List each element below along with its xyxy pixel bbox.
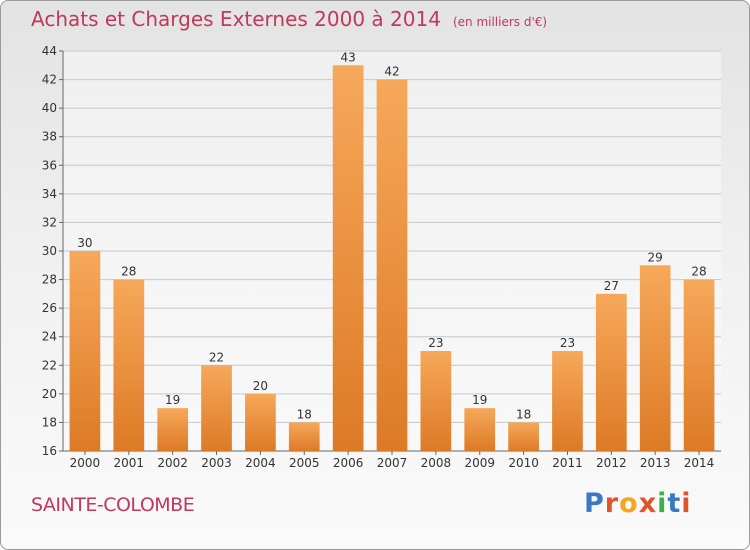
bar	[157, 408, 189, 451]
bar	[201, 365, 232, 451]
bar	[245, 393, 276, 451]
y-tick-label: 40	[42, 101, 57, 115]
x-tick-label: 2002	[157, 456, 188, 470]
bar	[288, 422, 320, 451]
y-tick-label: 32	[42, 215, 57, 229]
x-tick-label: 2013	[640, 456, 671, 470]
bar	[420, 351, 452, 451]
bar	[508, 422, 539, 451]
bar	[332, 65, 364, 452]
y-tick-label: 28	[42, 273, 57, 287]
x-tick-label: 2007	[377, 456, 408, 470]
x-tick-label: 2008	[421, 456, 452, 470]
y-tick-label: 22	[42, 358, 57, 372]
x-tick-label: 2001	[114, 456, 145, 470]
data-label: 23	[560, 336, 575, 350]
y-tick-label: 24	[42, 330, 57, 344]
proxiti-logo[interactable]: Proxiti	[584, 488, 692, 519]
logo-letter: i	[681, 488, 692, 519]
bar	[552, 351, 583, 451]
x-tick-label: 2012	[596, 456, 627, 470]
y-tick-label: 36	[42, 158, 57, 172]
bar	[69, 251, 101, 451]
y-tick-label: 18	[42, 415, 57, 429]
data-label: 18	[516, 407, 531, 421]
data-label: 28	[691, 265, 706, 279]
bar	[376, 79, 408, 452]
data-label: 22	[209, 350, 224, 364]
x-tick-label: 2003	[201, 456, 232, 470]
bar	[639, 265, 671, 451]
data-label: 19	[165, 393, 180, 407]
data-label: 29	[648, 250, 663, 264]
data-label: 20	[253, 379, 268, 393]
logo-letter: P	[584, 488, 605, 519]
y-tick-label: 20	[42, 387, 57, 401]
x-tick-label: 2006	[333, 456, 364, 470]
logo-letter: x	[638, 488, 658, 519]
y-tick-label: 44	[42, 44, 57, 58]
commune-name: SAINTE-COLOMBE	[31, 494, 195, 516]
data-label: 19	[472, 393, 487, 407]
data-label: 28	[121, 265, 136, 279]
y-tick-label: 38	[42, 130, 57, 144]
x-tick-label: 2014	[684, 456, 715, 470]
bar	[595, 293, 627, 451]
y-tick-label: 42	[42, 73, 57, 87]
data-label: 27	[604, 279, 619, 293]
bar	[464, 408, 496, 451]
x-tick-label: 2004	[245, 456, 276, 470]
y-tick-label: 16	[42, 444, 57, 458]
logo-letter: t	[667, 488, 682, 519]
data-label: 42	[384, 65, 399, 79]
y-tick-label: 30	[42, 244, 57, 258]
logo-letter: i	[657, 488, 668, 519]
x-tick-label: 2010	[508, 456, 539, 470]
y-tick-label: 34	[42, 187, 57, 201]
title-text: Achats et Charges Externes 2000 à 2014	[31, 7, 441, 31]
x-tick-label: 2011	[552, 456, 583, 470]
y-tick-label: 26	[42, 301, 57, 315]
x-tick-label: 2000	[70, 456, 101, 470]
logo-letter: o	[619, 488, 639, 519]
data-label: 30	[77, 236, 92, 250]
data-label: 43	[340, 50, 355, 64]
bar	[683, 279, 715, 451]
chart-title: Achats et Charges Externes 2000 à 2014 (e…	[31, 7, 547, 31]
data-label: 18	[297, 407, 312, 421]
data-label: 23	[428, 336, 443, 350]
title-unit: (en milliers d'€)	[452, 15, 548, 29]
bar	[113, 279, 145, 451]
logo-letter: r	[604, 488, 620, 519]
x-tick-label: 2005	[289, 456, 320, 470]
x-tick-label: 2009	[464, 456, 495, 470]
